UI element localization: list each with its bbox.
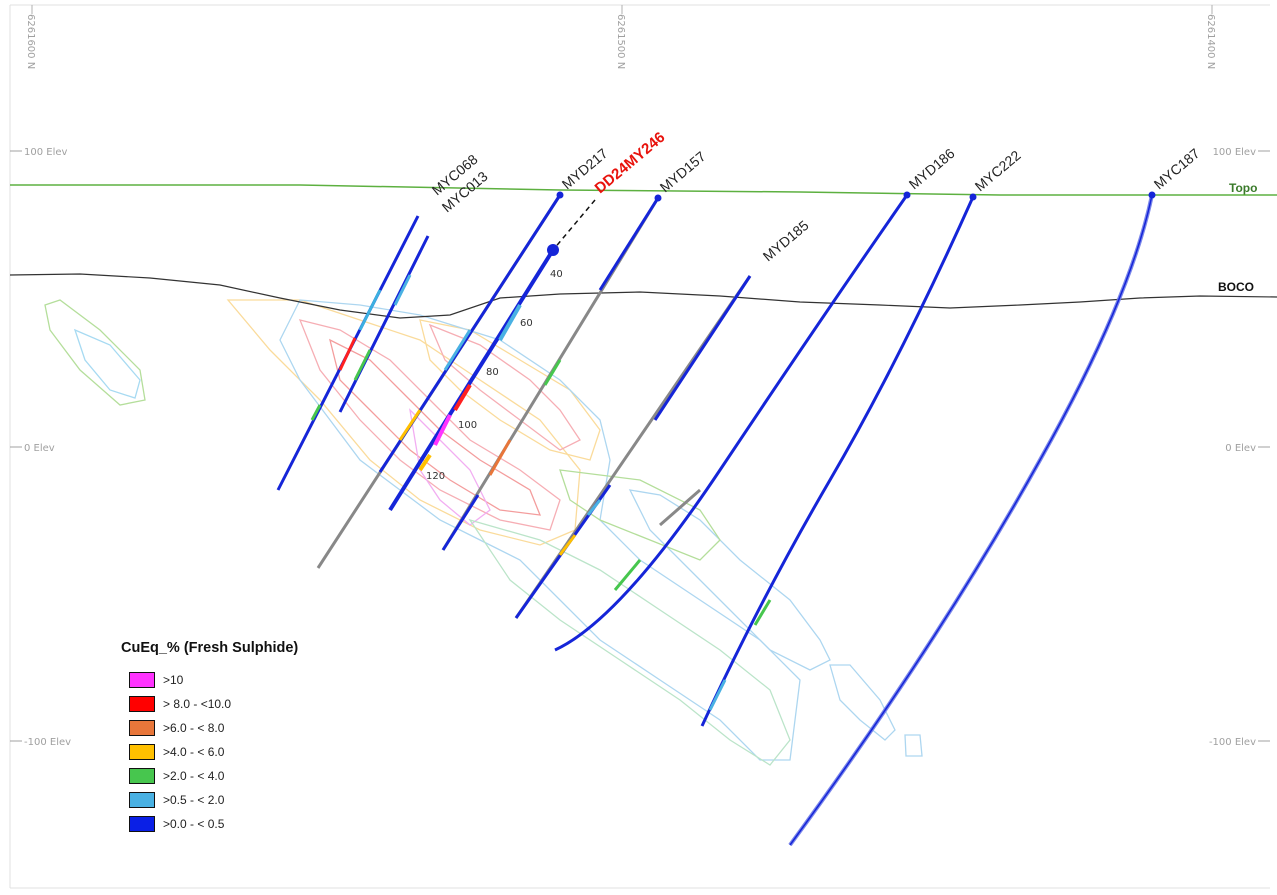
legend-item: >4.0 - < 6.0 — [121, 740, 381, 764]
hole-label-MYD185: MYD185 — [760, 217, 812, 264]
legend-label: >0.0 - < 0.5 — [163, 817, 225, 831]
elev-right-0: 0 Elev — [1225, 443, 1256, 454]
legend-label: > 8.0 - <10.0 — [163, 697, 232, 711]
legend-swatch — [129, 696, 155, 712]
elev-left-100: 100 Elev — [24, 147, 68, 158]
drillhole-MYD157: MYD157 — [441, 148, 709, 551]
drillhole-MYC013: MYC013 — [338, 168, 491, 413]
legend-item: >0.5 - < 2.0 — [121, 788, 381, 812]
depth-mark-60: 60 — [520, 318, 533, 329]
legend-label: >6.0 - < 8.0 — [163, 721, 225, 735]
legend-item: >6.0 - < 8.0 — [121, 716, 381, 740]
elev-left-neg100: -100 Elev — [24, 737, 71, 748]
elev-right-neg100: -100 Elev — [1209, 737, 1256, 748]
legend-swatch — [129, 744, 155, 760]
legend-item: >0.0 - < 0.5 — [121, 812, 381, 836]
grade-legend: CuEq_% (Fresh Sulphide) >10 > 8.0 - <10.0… — [121, 640, 381, 836]
legend-item: >10 — [121, 668, 381, 692]
legend-swatch — [129, 816, 155, 832]
drillhole-MYC222: MYC222 — [700, 147, 1024, 727]
depth-mark-40: 40 — [550, 269, 563, 280]
hole-label-MYD186: MYD186 — [906, 145, 958, 192]
hole-label-MYC222: MYC222 — [972, 147, 1024, 194]
northing-label-1: 6261600 N — [25, 14, 36, 69]
northing-ticks: 6261600 N 6261500 N 6261400 N — [25, 5, 1216, 69]
topo-label: Topo — [1229, 181, 1257, 195]
boco-surface: BOCO — [9, 273, 1277, 319]
legend-rows: >10 > 8.0 - <10.0 >6.0 - < 8.0 >4.0 - < 6.0… — [121, 668, 381, 836]
boco-label: BOCO — [1218, 280, 1254, 294]
depth-mark-80: 80 — [486, 367, 499, 378]
legend-label: >0.5 - < 2.0 — [163, 793, 225, 807]
legend-label: >4.0 - < 6.0 — [163, 745, 225, 759]
legend-label: >10 — [163, 673, 184, 687]
hole-label-MYD157: MYD157 — [657, 148, 709, 195]
northing-label-3: 6261400 N — [1205, 14, 1216, 69]
legend-swatch — [129, 768, 155, 784]
depth-mark-100: 100 — [458, 420, 477, 431]
depth-mark-120: 120 — [426, 471, 445, 482]
elevation-ticks: 100 Elev 0 Elev -100 Elev 100 Elev 0 Ele… — [10, 147, 1270, 748]
legend-item: >2.0 - < 4.0 — [121, 764, 381, 788]
legend-swatch — [129, 792, 155, 808]
northing-label-2: 6261500 N — [615, 14, 626, 69]
elev-left-0: 0 Elev — [24, 443, 55, 454]
legend-swatch — [129, 720, 155, 736]
drillhole-MYC187: MYC187 — [788, 145, 1203, 847]
legend-label: >2.0 - < 4.0 — [163, 769, 225, 783]
elev-right-100: 100 Elev — [1213, 147, 1257, 158]
hole-label-MYC187: MYC187 — [1151, 145, 1203, 192]
legend-title: CuEq_% (Fresh Sulphide) — [121, 640, 299, 656]
topo-surface: Topo — [10, 181, 1277, 196]
drillhole-MYD186: MYD186 — [554, 145, 958, 652]
legend-item: > 8.0 - <10.0 — [121, 692, 381, 716]
legend-swatch — [129, 672, 155, 688]
